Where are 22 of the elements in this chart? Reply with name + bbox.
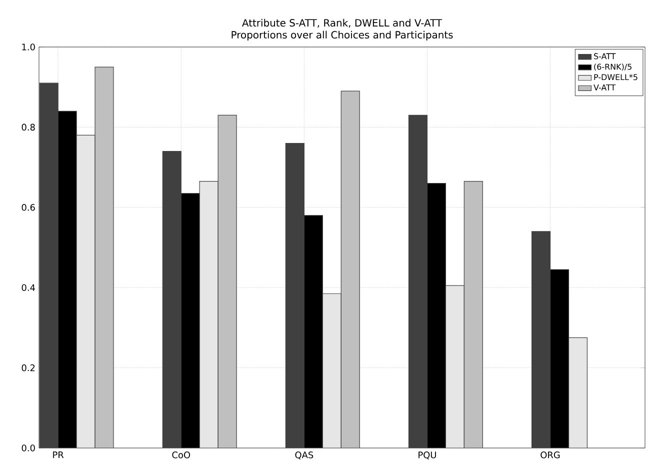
y-tick-label: 0.0 <box>22 444 35 452</box>
y-tick-label: 0.6 <box>22 204 35 211</box>
bar <box>340 90 360 448</box>
y-tick-label: 1.0 <box>22 44 35 50</box>
chart-title: Attribute S-ATT, Rank, DWELL and V-ATT <box>242 18 442 28</box>
bar <box>94 66 114 448</box>
bar <box>568 337 588 448</box>
bar <box>322 293 342 448</box>
x-tick-label: QAS <box>295 452 314 460</box>
x-tick-label: ORG <box>540 452 560 458</box>
bar <box>199 181 218 448</box>
y-tick-label: 0.2 <box>22 364 35 372</box>
x-tick-label: CoO <box>172 452 190 458</box>
bar <box>76 134 96 448</box>
x-tick-label: PQU <box>418 452 436 460</box>
y-tick-label: 0.8 <box>22 124 35 131</box>
chart-subtitle: Proportions over all Choices and Participants <box>232 30 453 40</box>
x-tick-label: PR <box>53 452 64 458</box>
y-tick-label: 0.4 <box>22 284 35 291</box>
bar <box>464 181 483 448</box>
bar <box>445 285 464 448</box>
bar <box>218 114 237 448</box>
